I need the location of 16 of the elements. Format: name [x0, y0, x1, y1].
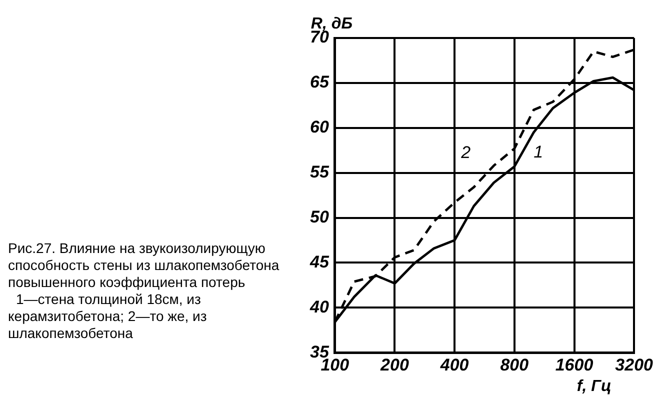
x-tick-label: 3200	[615, 355, 654, 374]
text: 1—стена толщиной 18см, из керамзитобетона; 2—то же, из шлакопемзобетона	[8, 291, 208, 342]
x-tick-label: 400	[439, 355, 470, 374]
y-tick-label: 45	[308, 252, 330, 272]
series-label: 1	[534, 142, 544, 162]
x-tick-label: 1600	[555, 355, 594, 374]
y-tick-label: 50	[310, 207, 330, 226]
x-axis-title: f, Гц	[576, 378, 612, 396]
y-tick-label: 55	[310, 162, 330, 182]
x-tick-label: 200	[380, 355, 410, 374]
x-tick-label: 800	[500, 355, 530, 374]
y-tick-label: 40	[308, 297, 330, 316]
y-tick-label: 65	[310, 72, 330, 92]
y-tick-label: 60	[310, 118, 330, 137]
series-label: 2	[460, 142, 472, 162]
text: Рис.27. Влияние на звукоизолирующую способность стены из шлакопемзобетона повышенного коэффициента потерь	[8, 240, 280, 291]
